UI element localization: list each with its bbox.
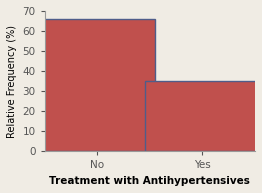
Bar: [145, 81, 260, 152]
Y-axis label: Relative Frequency (%): Relative Frequency (%): [7, 25, 17, 138]
Bar: [39, 19, 155, 152]
X-axis label: Treatment with Antihypertensives: Treatment with Antihypertensives: [50, 176, 250, 186]
